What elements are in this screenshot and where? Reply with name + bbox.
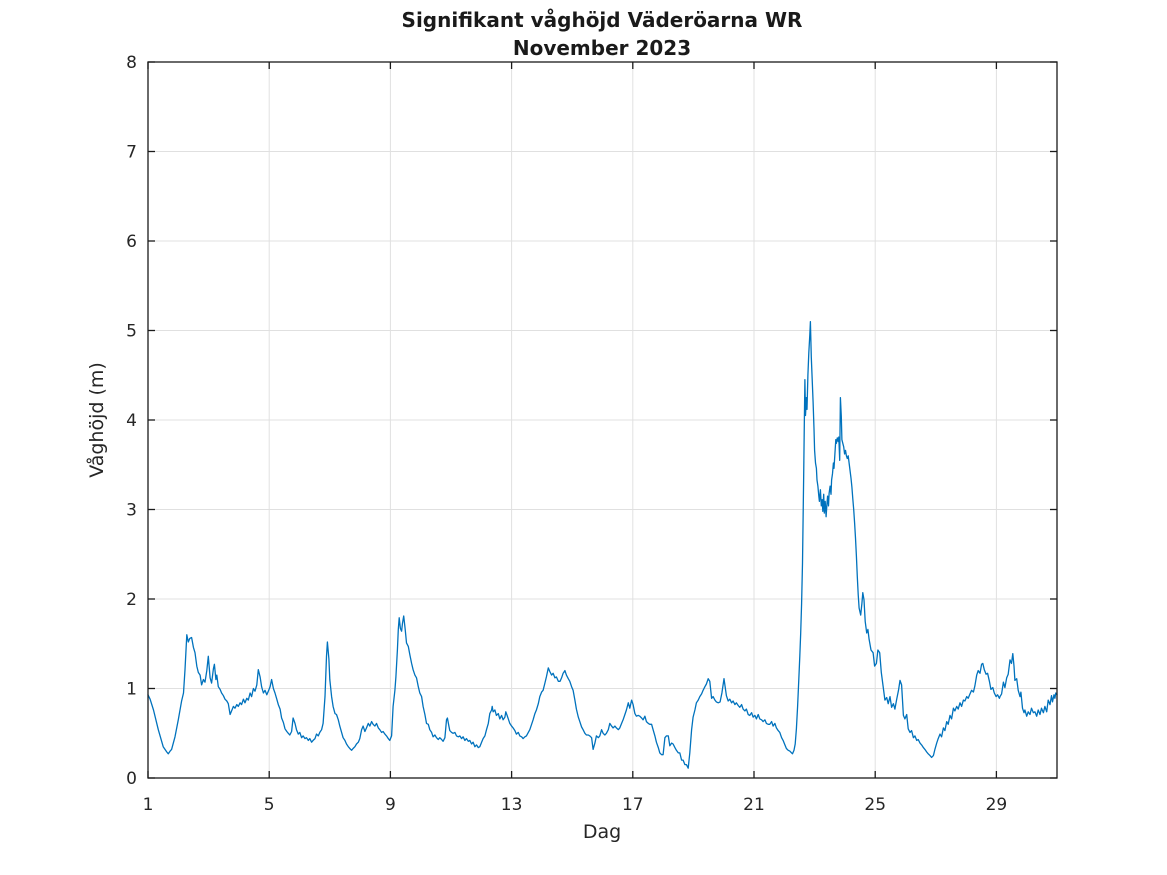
y-tick-label: 3 (126, 501, 137, 521)
x-tick-label: 25 (864, 795, 886, 815)
x-tick-label: 13 (501, 795, 523, 815)
x-axis-label: Dag (583, 821, 621, 843)
y-tick-label: 4 (126, 411, 137, 431)
gridlines (147, 61, 1057, 779)
y-tick-label: 6 (126, 232, 137, 252)
y-tick-label: 1 (126, 680, 137, 700)
x-tick-label: 17 (622, 795, 644, 815)
y-tick-label: 2 (126, 590, 137, 610)
y-tick-label: 0 (126, 769, 137, 789)
y-tick-label: 8 (126, 53, 137, 73)
axes-box (147, 61, 1058, 779)
x-tick-label: 1 (143, 795, 154, 815)
x-tick-label: 9 (385, 795, 396, 815)
series-line (147, 320, 1058, 769)
y-tick-label: 7 (126, 143, 137, 163)
y-axis-label: Våghöjd (m) (85, 362, 108, 478)
x-tick-label: 21 (743, 795, 765, 815)
chart-title-line2: November 2023 (513, 36, 691, 60)
chart-title-line1: Signifikant våghöjd Väderöarna WR (402, 8, 803, 32)
x-tick-label: 29 (986, 795, 1008, 815)
y-tick-label: 5 (126, 322, 137, 342)
wave-height-series (147, 320, 1058, 769)
x-tick-label: 5 (264, 795, 275, 815)
